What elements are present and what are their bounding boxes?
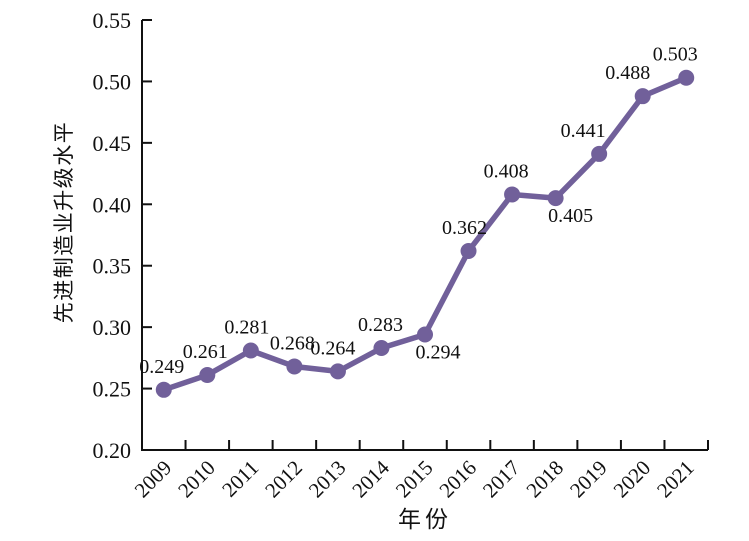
x-tick-label: 2018 (521, 456, 568, 503)
data-label: 0.503 (653, 44, 698, 66)
x-tick-label: 2021 (652, 456, 699, 503)
data-point (155, 381, 172, 398)
data-label: 0.362 (442, 217, 487, 239)
data-point (199, 367, 216, 384)
x-tick-label: 2013 (304, 456, 351, 503)
y-tick-label: 0.20 (93, 438, 132, 463)
data-point (286, 358, 303, 375)
axes-spines (141, 20, 708, 451)
data-label: 0.441 (561, 120, 606, 142)
data-label: 0.294 (416, 342, 461, 364)
x-tick-label: 2020 (609, 456, 656, 503)
x-tick-label: 2015 (391, 456, 438, 503)
data-point (591, 145, 608, 162)
x-tick-label: 2010 (173, 456, 220, 503)
data-point (634, 88, 651, 105)
x-tick-label: 2009 (130, 456, 177, 503)
y-tick-label: 0.35 (93, 254, 132, 279)
data-label: 0.408 (484, 160, 529, 182)
data-point (678, 69, 695, 86)
data-point (329, 363, 346, 380)
data-point (242, 342, 259, 359)
data-point (373, 340, 390, 357)
x-tick-label: 2016 (434, 456, 481, 503)
y-tick-label: 0.25 (93, 377, 132, 402)
data-label: 0.261 (183, 341, 228, 363)
y-axis-title: 先进制造业升级水平 (52, 121, 76, 324)
data-label: 0.281 (224, 316, 269, 338)
data-point (547, 190, 564, 207)
data-label: 0.405 (548, 205, 593, 227)
data-label: 0.283 (358, 314, 403, 336)
x-tick-label: 2012 (260, 456, 307, 503)
y-tick-label: 0.45 (93, 131, 132, 156)
x-tick-label: 2017 (478, 456, 525, 503)
data-label: 0.488 (605, 62, 650, 84)
y-tick-label: 0.40 (93, 192, 132, 217)
x-tick-label: 2019 (565, 456, 612, 503)
data-label: 0.249 (139, 356, 184, 378)
data-label: 0.264 (310, 337, 355, 359)
x-tick-label: 2011 (217, 456, 263, 502)
data-point (460, 242, 477, 259)
data-point (504, 186, 521, 203)
y-tick-label: 0.50 (93, 69, 132, 94)
data-label: 0.268 (270, 332, 315, 354)
y-tick-label: 0.30 (93, 315, 132, 340)
x-tick-label: 2014 (347, 455, 394, 502)
x-axis-title: 年份 (398, 507, 452, 532)
data-point (417, 326, 433, 343)
y-tick-label: 0.55 (93, 8, 132, 33)
